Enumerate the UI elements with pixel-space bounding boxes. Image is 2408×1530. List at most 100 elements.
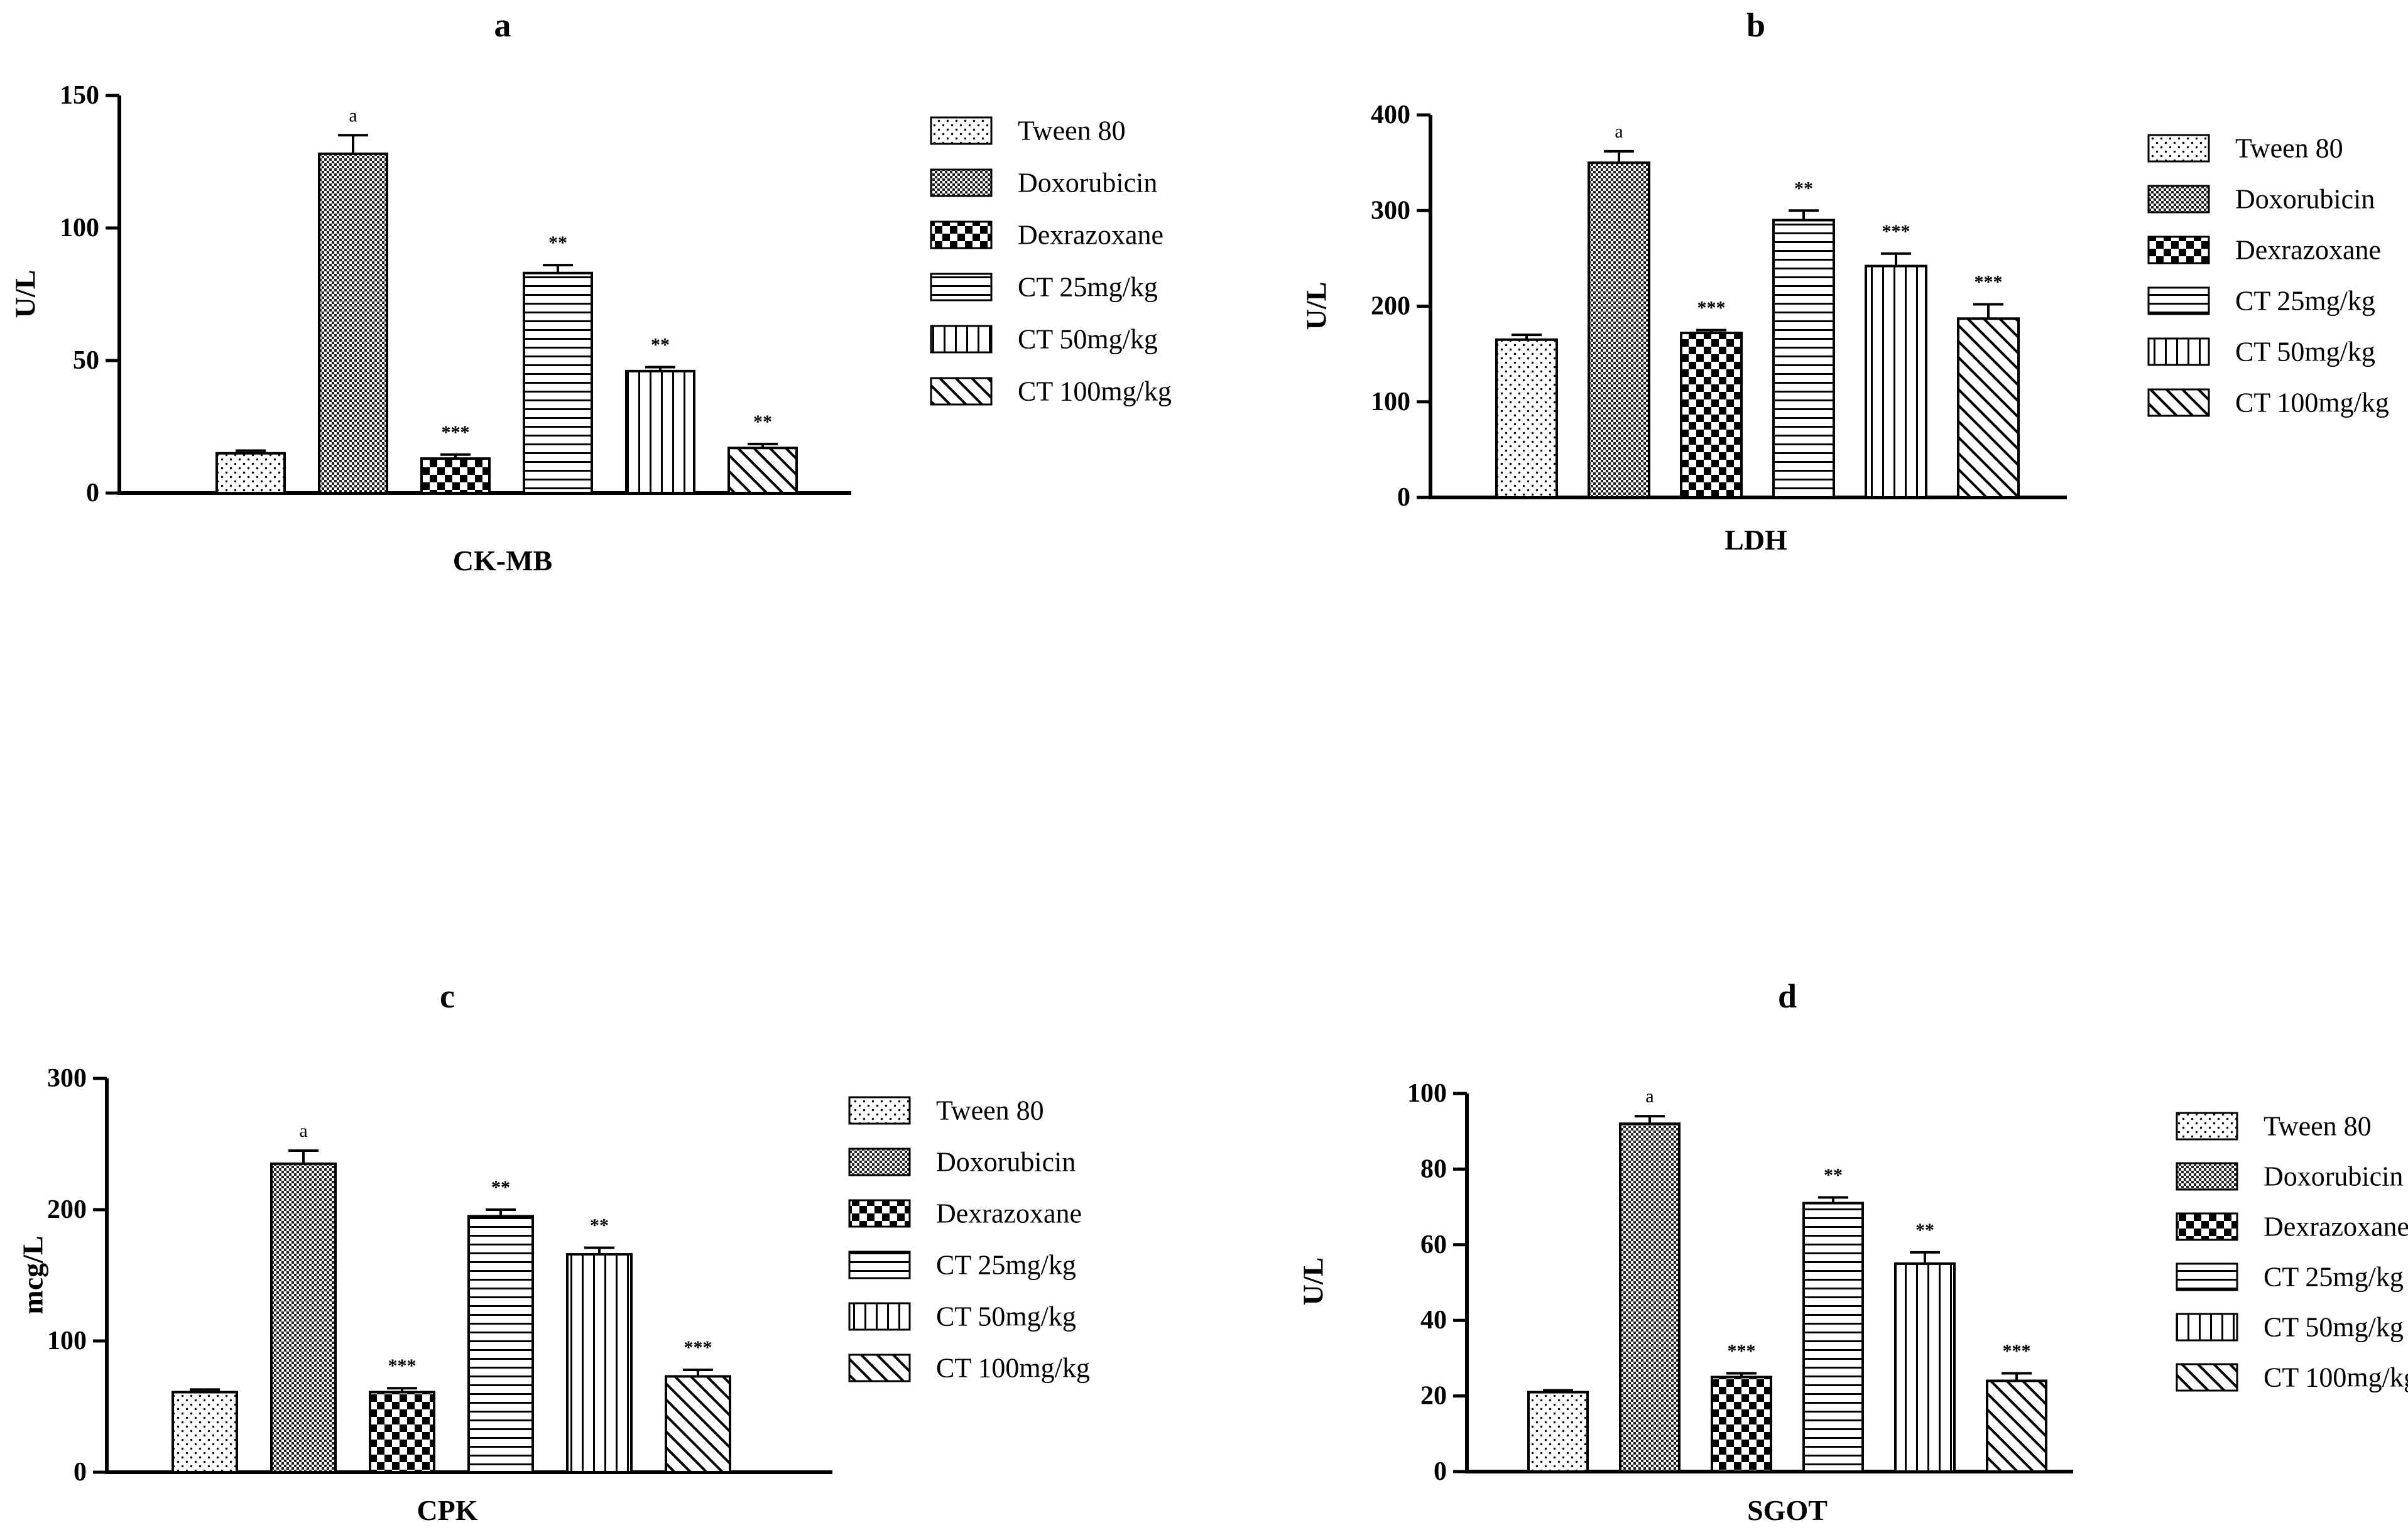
y-tick-label: 80 bbox=[1420, 1154, 1447, 1183]
bar-dexrazoxane bbox=[1711, 1375, 1772, 1473]
significance-label: *** bbox=[684, 1337, 712, 1358]
legend-swatch bbox=[2176, 1112, 2238, 1141]
legend-label: CT 50mg/kg bbox=[936, 1301, 1076, 1332]
legend-label: Doxorubicin bbox=[2264, 1161, 2403, 1192]
legend-swatch bbox=[2176, 1162, 2238, 1191]
bar-doxorubicin bbox=[1588, 161, 1650, 499]
x-axis-label: LDH bbox=[1724, 524, 1787, 556]
y-tick-label: 60 bbox=[1420, 1230, 1447, 1259]
significance-label: *** bbox=[1975, 271, 2003, 292]
legend-label: Dexrazoxane bbox=[2235, 235, 2381, 266]
chart-title: c bbox=[440, 977, 455, 1015]
legend-label: Doxorubicin bbox=[2235, 184, 2375, 215]
legend-swatch bbox=[2147, 134, 2210, 163]
significance-label: ** bbox=[491, 1177, 510, 1198]
y-tick-label: 40 bbox=[1420, 1306, 1447, 1335]
legend-label: Dexrazoxane bbox=[936, 1198, 1082, 1229]
chart-title: a bbox=[494, 6, 511, 44]
legend-swatch bbox=[2176, 1212, 2238, 1241]
legend: Tween 80 Doxorubicin Dexrazoxane CT 25mg/kg… bbox=[2176, 1111, 2408, 1393]
y-tick-label: 0 bbox=[86, 479, 99, 507]
legend: Tween 80 Doxorubicin Dexrazoxane CT 25mg/kg… bbox=[848, 1095, 1090, 1384]
legend-label: CT 100mg/kg bbox=[1018, 376, 1172, 407]
legend-label: CT 100mg/kg bbox=[936, 1353, 1090, 1384]
x-axis-label: CPK bbox=[417, 1494, 477, 1526]
y-tick-label: 300 bbox=[47, 1064, 87, 1093]
y-tick-label: 150 bbox=[60, 81, 99, 110]
legend-label: CT 50mg/kg bbox=[2235, 337, 2375, 367]
bar-ct-50mg-kg bbox=[566, 1253, 633, 1474]
legend-label: Tween 80 bbox=[2235, 133, 2343, 164]
legend-label: Tween 80 bbox=[1018, 116, 1126, 146]
legend-swatch bbox=[930, 116, 993, 145]
bar-ct-50mg-kg bbox=[1894, 1262, 1956, 1473]
significance-label: a bbox=[1615, 121, 1623, 142]
y-tick-label: 100 bbox=[47, 1327, 87, 1355]
legend-swatch bbox=[848, 1096, 911, 1125]
legend: Tween 80 Doxorubicin Dexrazoxane CT 25mg/kg… bbox=[930, 116, 1172, 407]
bar-ct-25mg-kg bbox=[1802, 1202, 1864, 1473]
legend-label: CT 25mg/kg bbox=[936, 1250, 1076, 1281]
legend-swatch bbox=[2147, 388, 2210, 417]
legend-swatch bbox=[848, 1354, 911, 1382]
legend-swatch bbox=[2176, 1313, 2238, 1342]
y-tick-label: 100 bbox=[1371, 388, 1410, 416]
bar-dexrazoxane bbox=[420, 457, 491, 495]
legend-label: CT 50mg/kg bbox=[1018, 324, 1158, 355]
y-tick-label: 50 bbox=[73, 346, 99, 375]
legend-swatch bbox=[2147, 337, 2210, 366]
bar-tween-80 bbox=[1495, 338, 1558, 499]
significance-label: ** bbox=[1824, 1165, 1843, 1186]
legend-swatch bbox=[848, 1148, 911, 1176]
chart-title: b bbox=[1746, 6, 1765, 44]
bar-doxorubicin bbox=[318, 152, 388, 494]
bar-tween-80 bbox=[215, 452, 286, 495]
significance-label: a bbox=[1645, 1086, 1653, 1107]
legend-label: Tween 80 bbox=[2264, 1111, 2372, 1142]
legend-swatch bbox=[2147, 236, 2210, 264]
legend: Tween 80 Doxorubicin Dexrazoxane CT 25mg/kg… bbox=[2147, 133, 2389, 418]
y-tick-label: 100 bbox=[60, 214, 99, 242]
y-axis-label: mcg/L bbox=[17, 1235, 49, 1314]
y-tick-label: 400 bbox=[1371, 100, 1410, 129]
x-axis-label: CK-MB bbox=[453, 545, 552, 577]
bar-dexrazoxane bbox=[1680, 332, 1743, 499]
significance-label: *** bbox=[1728, 1340, 1756, 1361]
bar-ct-100mg-kg bbox=[1957, 317, 2020, 499]
significance-label: ** bbox=[1915, 1220, 1934, 1240]
y-tick-label: 0 bbox=[74, 1458, 87, 1487]
significance-label: ** bbox=[753, 411, 772, 432]
legend-swatch bbox=[848, 1302, 911, 1331]
legend-label: CT 25mg/kg bbox=[2264, 1262, 2404, 1293]
bar-ct-100mg-kg bbox=[727, 447, 798, 495]
y-tick-label: 100 bbox=[1407, 1079, 1447, 1108]
y-tick-label: 0 bbox=[1434, 1457, 1447, 1486]
legend-label: Tween 80 bbox=[936, 1095, 1044, 1126]
legend-swatch bbox=[2176, 1363, 2238, 1392]
x-axis-label: SGOT bbox=[1747, 1494, 1828, 1526]
bar-tween-80 bbox=[1527, 1391, 1589, 1473]
legend-label: CT 25mg/kg bbox=[1018, 272, 1158, 303]
significance-label: a bbox=[349, 105, 357, 126]
legend-swatch bbox=[930, 273, 993, 301]
y-axis-label: U/L bbox=[1300, 282, 1332, 330]
significance-label: *** bbox=[2003, 1340, 2031, 1361]
legend-swatch bbox=[930, 325, 993, 354]
y-tick-label: 300 bbox=[1371, 196, 1410, 225]
legend-label: Dexrazoxane bbox=[1018, 220, 1163, 251]
y-axis-label: U/L bbox=[1297, 1257, 1329, 1306]
legend-label: Dexrazoxane bbox=[2264, 1212, 2408, 1242]
significance-label: a bbox=[299, 1120, 307, 1141]
significance-label: ** bbox=[548, 232, 567, 253]
legend-label: CT 100mg/kg bbox=[2264, 1362, 2408, 1393]
bar-doxorubicin bbox=[1619, 1122, 1681, 1473]
significance-label: *** bbox=[1882, 221, 1910, 242]
legend-swatch bbox=[2147, 185, 2210, 214]
legend-swatch bbox=[848, 1251, 911, 1279]
y-tick-label: 0 bbox=[1397, 483, 1410, 512]
chart-title: d bbox=[1778, 977, 1797, 1015]
